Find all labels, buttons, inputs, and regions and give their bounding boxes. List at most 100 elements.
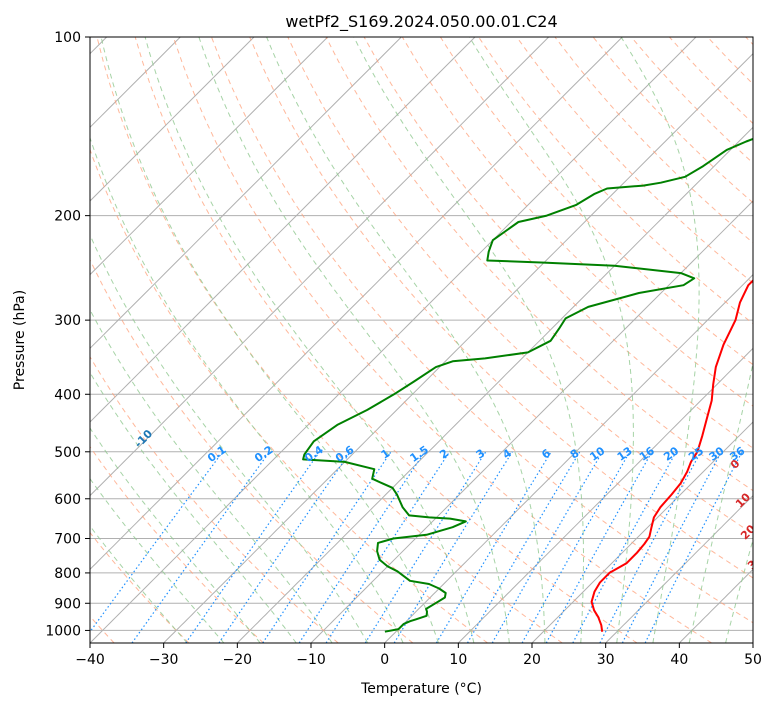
mixing-ratio-line [521,451,631,643]
x-tick-label: −30 [149,652,179,668]
dry-adiabat-line [249,37,753,579]
moist-adiabat-label: 10 [733,490,753,510]
axis-ticks: −40 −30 −20 −10 0 10 20 30 40 5010020030040050060… [45,30,762,668]
x-tick-label: −40 [75,652,105,668]
label-layer: 0.10.20.40.611.52346810131620253036-100-… [0,363,775,599]
x-tick-label: 40 [670,652,688,668]
moist-adiabat-line [620,37,700,643]
moist-adiabat-line [90,136,404,643]
x-axis-label: Temperature (°C) [360,681,482,697]
mixing-ratio-label: 1.5 [408,443,431,465]
temperature-profile-line [590,279,753,632]
x-tick-label: −20 [223,652,253,668]
mixing-ratio-label: 20 [661,444,681,464]
dry-adiabat-line [90,258,414,643]
dry-adiabat-line [134,37,638,643]
mixing-ratio-label: 0.1 [205,443,228,465]
moist-adiabat-line [90,477,225,643]
isotherm-line [90,37,623,571]
mixing-ratio-line [131,451,271,643]
moist-adiabat-line [90,525,188,643]
dry-adiabat-label: -20 [55,400,78,423]
dry-adiabat-line [211,37,753,624]
y-tick-label: 1000 [45,623,81,639]
dry-adiabat-line [516,37,753,284]
mixing-ratio-label: 25 [686,444,706,463]
y-tick-label: 400 [54,387,81,403]
isotherm-line [531,421,753,643]
mixing-ratio-line [435,451,552,643]
isotherm-line [90,37,402,350]
mixing-ratio-line [218,451,351,643]
dewpoint-profile-line [302,137,753,633]
mixing-ratio-line [298,451,426,643]
mixing-ratio-line [90,451,224,633]
moist-adiabat-line [100,37,439,643]
dry-adiabat-line [707,37,753,85]
dry-adiabat-label: -30 [0,363,1,386]
isotherm-line [678,568,753,643]
moist-adiabat-line [90,371,297,643]
mixing-ratio-line [545,451,653,643]
dry-adiabat-line [401,37,753,407]
isotherm-line [90,37,329,276]
y-tick-label: 500 [54,445,81,461]
x-tick-label: 0 [380,652,389,668]
grid-layer [90,37,775,643]
mixing-ratio-line [599,451,702,643]
mixing-ratio-label: 0.2 [252,443,275,465]
moist-adiabat-line [688,360,753,643]
mixing-ratio-label: 2 [437,447,451,462]
dry-adiabat-line [90,355,339,643]
moist-adiabat-label: 40 [770,579,775,599]
moist-adiabat-line [90,427,261,643]
y-axis-label: Pressure (hPa) [12,290,28,390]
x-tick-label: 50 [744,652,762,668]
moist-adiabat-line [266,37,546,643]
dry-adiabat-line [96,37,563,643]
moist-adiabat-line [90,233,369,643]
dry-adiabat-line [439,37,753,366]
x-tick-label: 20 [523,652,541,668]
isotherm-line [384,273,753,643]
moist-adiabat-line [725,537,753,643]
isotherm-line [457,347,753,643]
dry-adiabat-line [669,37,753,125]
moist-adiabat-line [144,37,475,643]
mixing-ratio-line [262,451,392,643]
dry-adiabat-label: -10 [132,427,155,450]
mixing-ratio-label: 1 [379,447,393,462]
dry-adiabat-line [287,37,753,535]
y-tick-label: 200 [54,209,81,225]
mixing-ratio-line [185,451,321,643]
mixing-ratio-label: 3 [474,447,488,462]
isotherm-line [163,52,753,643]
mixing-ratio-line [572,451,677,643]
moist-adiabat-line [762,37,775,643]
y-tick-label: 900 [54,596,81,612]
dry-adiabat-line [90,445,264,643]
chart-title: wetPf2_S169.2024.050.00.01.C24 [285,12,557,32]
isotherm-line [90,37,476,423]
y-tick-label: 600 [54,492,81,508]
isotherm-line [752,642,753,643]
data-layer [302,137,753,633]
y-tick-label: 100 [54,30,81,46]
plot-frame [89,36,754,644]
moist-adiabat-label: 20 [738,522,758,542]
mixing-ratio-label: 10 [587,444,607,464]
y-tick-label: 300 [54,313,81,329]
dry-adiabat-line [554,37,753,244]
mixing-ratio-line [364,451,487,643]
x-tick-label: 10 [449,652,467,668]
y-tick-label: 700 [54,532,81,548]
moist-adiabat-line [90,308,333,643]
dry-adiabat-line [90,148,488,643]
moist-adiabat-line [353,37,584,643]
dry-adiabat-line [592,37,753,204]
isotherm-line [90,37,550,497]
dry-adiabat-line [90,531,190,643]
mixing-ratio-label: 6 [539,446,553,461]
mixing-ratio-line [644,451,743,643]
